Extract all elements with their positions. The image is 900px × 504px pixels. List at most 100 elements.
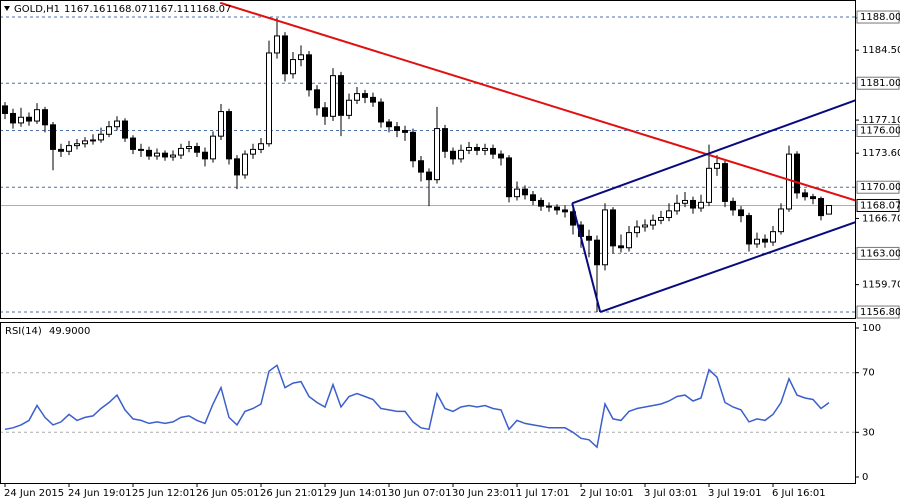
candle-body (162, 152, 168, 158)
rsi-panel: 0 30 70 100 (0, 323, 881, 483)
y-tick-label: 30 (862, 427, 875, 438)
candle-body (618, 245, 624, 249)
candle-body (362, 93, 368, 98)
candle-body (50, 124, 56, 150)
candle-body (458, 149, 464, 160)
candle-body (58, 148, 64, 152)
candle-body (802, 192, 808, 198)
candle-body (666, 210, 672, 218)
price-frame (0, 0, 856, 319)
candle-body (714, 163, 720, 169)
candle-body (650, 219, 656, 226)
candle-body (682, 199, 688, 204)
candle-body (82, 140, 88, 145)
candle-body (154, 152, 160, 157)
candle-body (794, 153, 800, 194)
x-tick-label: 25 Jun 12:01 (132, 488, 196, 499)
candle-body (26, 116, 32, 122)
candle-body (482, 147, 488, 151)
level-box (856, 180, 900, 194)
candle-body (474, 147, 480, 151)
candle-body (698, 201, 704, 209)
candle-body (186, 146, 192, 149)
candle-body (554, 206, 560, 211)
candle-body (218, 111, 224, 137)
candle-body (10, 112, 16, 124)
candle-body (442, 128, 448, 152)
candle-body (290, 59, 296, 75)
price-panel: 1187.901184.501177.101173.601166.701159.… (0, 1, 900, 319)
candle-body (122, 120, 128, 139)
candle-body (722, 163, 728, 202)
candle-body (90, 139, 96, 142)
candle-body (434, 128, 440, 181)
candle-body (514, 188, 520, 198)
header-low: 1167.11 (148, 4, 189, 15)
candle-body (266, 52, 272, 145)
level-label: 1156.80 (860, 307, 900, 318)
level-label: 1170.00 (860, 182, 900, 193)
candle-body (74, 143, 80, 147)
level-box (856, 123, 900, 137)
candle-body (538, 199, 544, 207)
candle-body (354, 93, 360, 101)
y-tick-label: 0 (862, 472, 868, 483)
y-tick-label: 100 (862, 323, 881, 334)
candle-body (418, 160, 424, 173)
candle-body (402, 129, 408, 133)
candle-body (346, 99, 352, 116)
candle-body (226, 111, 232, 160)
candle-body (178, 147, 184, 156)
candle-body (706, 167, 712, 203)
candle-body (274, 35, 280, 54)
level-label: 1176.00 (860, 125, 900, 136)
plot-area (0, 364, 855, 449)
candle-body (626, 232, 632, 249)
candle-body (386, 121, 392, 128)
trend-line (571, 203, 602, 313)
header-close: 1168.07 (190, 4, 231, 15)
candle-body (746, 215, 752, 245)
level-label: 1181.00 (860, 78, 900, 89)
symbol-title: GOLD,H1 (14, 4, 60, 15)
candle-body (586, 235, 592, 241)
candle-body (730, 200, 736, 211)
level-box (856, 305, 900, 319)
x-tick-label: 2 Jul 10:01 (580, 488, 634, 499)
candle-body (242, 153, 248, 176)
candle-body (602, 209, 608, 266)
candle-body (562, 209, 568, 213)
candle-body (642, 224, 648, 228)
x-tick-label: 26 Jun 21:01 (260, 488, 324, 499)
level-box (856, 246, 900, 260)
candle-body (410, 131, 416, 162)
candle-body (314, 89, 320, 109)
candle-body (2, 105, 8, 114)
candle-body (770, 231, 776, 243)
rsi-frame (0, 322, 856, 484)
x-tick-label: 26 Jun 05:01 (196, 488, 260, 499)
x-tick-label: 3 Jul 03:01 (644, 488, 698, 499)
y-tick-label: 1173.60 (862, 148, 900, 159)
rsi-line (4, 364, 830, 449)
candle-body (250, 148, 256, 155)
trend-line (219, 1, 855, 202)
candle-body (634, 226, 640, 234)
candle-body (530, 194, 536, 201)
y-tick-label: 1184.50 (862, 45, 900, 56)
candle-body (130, 137, 136, 150)
candle-body (394, 126, 400, 131)
menu-arrow (4, 6, 10, 11)
trend-line (571, 99, 855, 205)
y-tick-label: 1177.10 (862, 115, 900, 126)
current-price-box (856, 198, 900, 212)
x-tick-label: 29 Jun 14:01 (324, 488, 388, 499)
candle-body (330, 75, 336, 117)
candle-body (546, 205, 552, 208)
level-label: 1163.00 (860, 248, 900, 259)
x-tick-label: 24 Jun 19:01 (68, 488, 132, 499)
candle-body (754, 238, 760, 245)
candle-body (202, 151, 208, 160)
candle-body (450, 150, 456, 160)
